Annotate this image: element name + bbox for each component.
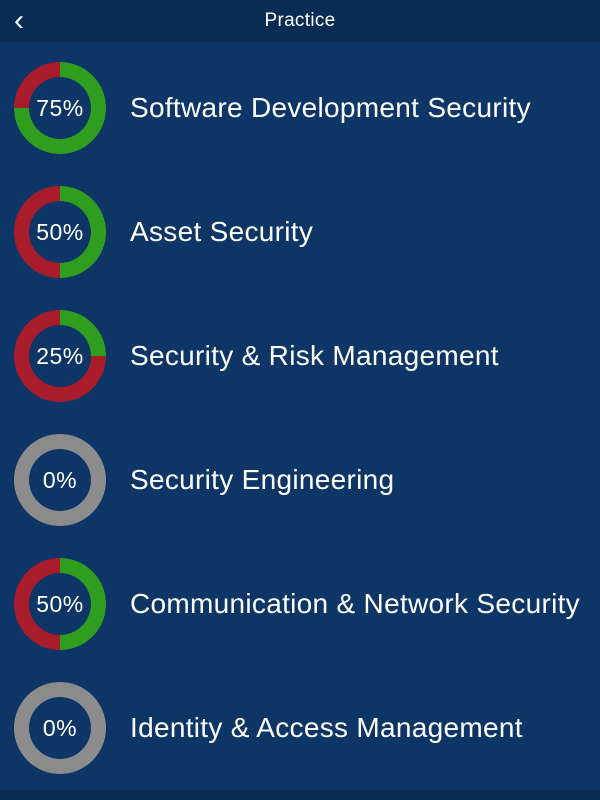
- category-row[interactable]: 75% Software Development Security: [0, 46, 600, 170]
- category-row[interactable]: 25% Security & Risk Management: [0, 294, 600, 418]
- percent-label: 75%: [36, 94, 84, 121]
- percent-label: 0%: [42, 714, 78, 741]
- category-row[interactable]: 0% Security Engineering: [0, 418, 600, 542]
- category-label: Identity & Access Management: [130, 712, 523, 743]
- progress-donut: 25%: [14, 310, 106, 402]
- category-list: 75% Software Development Security 50% As…: [0, 42, 600, 790]
- donut-hole: 50%: [29, 201, 91, 263]
- category-label: Communication & Network Security: [130, 588, 580, 619]
- category-label: Security Engineering: [130, 464, 395, 495]
- back-chevron-icon: ‹: [14, 4, 24, 37]
- donut-hole: 75%: [29, 77, 91, 139]
- donut-hole: 0%: [29, 697, 91, 759]
- category-label: Software Development Security: [130, 92, 531, 123]
- category-label: Security & Risk Management: [130, 340, 499, 371]
- progress-donut: 0%: [14, 434, 106, 526]
- bottom-bar: [0, 790, 600, 800]
- donut-hole: 25%: [29, 325, 91, 387]
- nav-bar: ‹ Practice: [0, 0, 600, 42]
- category-row[interactable]: 50% Asset Security: [0, 170, 600, 294]
- progress-donut: 75%: [14, 62, 106, 154]
- category-row[interactable]: 0% Identity & Access Management: [0, 666, 600, 790]
- back-button[interactable]: ‹: [6, 0, 46, 42]
- percent-label: 0%: [42, 466, 78, 493]
- donut-hole: 0%: [29, 449, 91, 511]
- donut-hole: 50%: [29, 573, 91, 635]
- page-title: Practice: [264, 10, 336, 31]
- progress-donut: 50%: [14, 186, 106, 278]
- percent-label: 50%: [36, 590, 84, 617]
- progress-donut: 0%: [14, 682, 106, 774]
- category-label: Asset Security: [130, 216, 314, 247]
- progress-donut: 50%: [14, 558, 106, 650]
- percent-label: 25%: [36, 342, 84, 369]
- percent-label: 50%: [36, 218, 84, 245]
- category-row[interactable]: 50% Communication & Network Security: [0, 542, 600, 666]
